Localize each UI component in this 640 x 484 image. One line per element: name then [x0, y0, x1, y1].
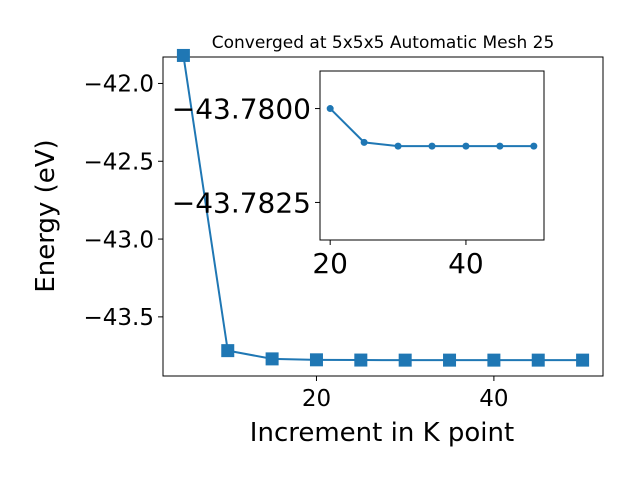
inset-data-point — [462, 142, 470, 150]
main-data-point — [354, 353, 368, 367]
inset-x-tick-label: 20 — [312, 247, 348, 280]
main-data-point — [265, 352, 279, 366]
main-data-point — [309, 353, 323, 367]
inset-data-point — [530, 142, 538, 150]
main-data-point — [176, 48, 190, 62]
inset-plot-frame — [319, 70, 545, 241]
main-y-tick-label: −42.5 — [84, 150, 154, 176]
inset-data-point — [326, 105, 334, 113]
main-data-point — [531, 353, 545, 367]
main-plot-frame — [162, 56, 604, 377]
chart-title: Converged at 5x5x5 Automatic Mesh 25 — [212, 33, 555, 53]
inset-plot-area: 20 40 −43.7825 −43.7800 — [172, 70, 545, 280]
inset-data-point — [394, 142, 402, 150]
inset-x-tick-label: 40 — [448, 247, 484, 280]
main-data-point — [443, 353, 457, 367]
main-data-point — [221, 344, 235, 358]
main-data-point — [487, 353, 501, 367]
y-axis-label: Energy (eV) — [31, 139, 61, 292]
inset-data-point — [360, 138, 368, 146]
main-y-tick-label: −43.0 — [84, 227, 154, 253]
main-plot-area: 20 40 −42.0 −42.5 −43.0 −43.5 — [84, 48, 604, 412]
main-x-tick-label: 40 — [479, 386, 508, 412]
inset-y-tick-label: −43.7800 — [172, 93, 311, 126]
x-axis-label: Increment in K point — [250, 418, 514, 448]
main-x-tick-label: 20 — [302, 386, 331, 412]
inset-data-point — [496, 142, 504, 150]
main-data-point — [398, 353, 412, 367]
main-series-line — [182, 55, 583, 362]
inset-y-tick-label: −43.7825 — [172, 187, 311, 220]
main-data-point — [576, 353, 590, 367]
main-y-tick-label: −43.5 — [84, 305, 154, 331]
inset-data-point — [428, 142, 436, 150]
main-y-tick-label: −42.0 — [84, 72, 154, 98]
